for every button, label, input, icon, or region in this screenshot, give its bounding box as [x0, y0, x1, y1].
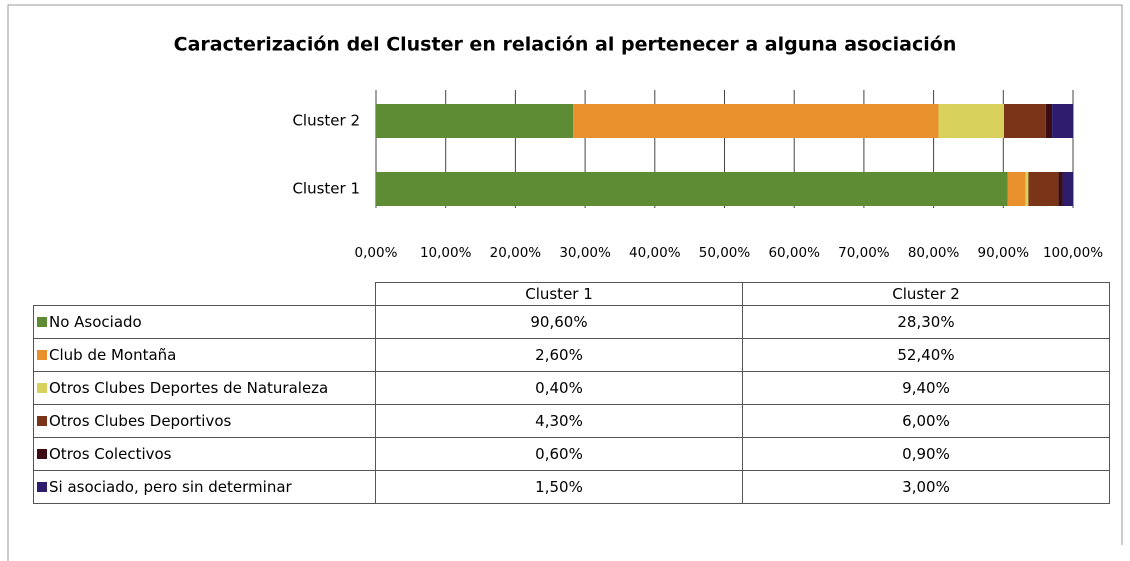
x-tick-label: 50,00% [699, 245, 751, 261]
chart-title: Caracterización del Cluster en relación … [174, 34, 957, 56]
x-tick-label: 80,00% [908, 245, 960, 261]
bar-segment [1062, 172, 1073, 206]
table-value: 6,00% [742, 404, 1110, 438]
table-value: 0,40% [375, 371, 743, 405]
bar-segment [376, 172, 1008, 206]
x-tick-label: 30,00% [559, 245, 611, 261]
bar-segment [1045, 104, 1053, 138]
x-tick-label: 70,00% [838, 245, 890, 261]
legend-label: Otros Colectivos [49, 445, 172, 463]
bar-segment [1028, 172, 1059, 206]
table-value: 0,90% [742, 437, 1110, 471]
bar-segment [1052, 104, 1073, 138]
legend-label: Si asociado, pero sin determinar [49, 478, 292, 496]
x-tick-label: 100,00% [1043, 245, 1103, 261]
table-value: 90,60% [375, 305, 743, 339]
table-header: Cluster 1 [375, 282, 743, 306]
legend-swatch [37, 383, 47, 393]
table-corner [33, 282, 376, 306]
bar-segment [573, 104, 939, 138]
legend-label: Club de Montaña [49, 346, 177, 364]
x-tick-label: 60,00% [768, 245, 820, 261]
table-row: No Asociado 90,60% 28,30% [33, 305, 1110, 339]
x-tick-label: 0,00% [355, 245, 398, 261]
table-header-row: Cluster 1 Cluster 2 [33, 282, 1110, 306]
legend-swatch [37, 416, 47, 426]
table-value: 1,50% [375, 470, 743, 504]
chart-frame [7, 4, 1123, 561]
bar-segment [1007, 172, 1026, 206]
table-row: Club de Montaña 2,60% 52,40% [33, 338, 1110, 372]
x-tick-label: 20,00% [490, 245, 542, 261]
table-value: 52,40% [742, 338, 1110, 372]
y-tick-label: Cluster 1 [292, 180, 360, 198]
table-value: 28,30% [742, 305, 1110, 339]
table-label-cell: Club de Montaña [33, 338, 376, 372]
table-header: Cluster 2 [742, 282, 1110, 306]
bar-segment [376, 104, 574, 138]
y-tick-label: Cluster 2 [292, 112, 360, 130]
table-label-cell: Otros Clubes Deportes de Naturaleza [33, 371, 376, 405]
table-row: Otros Clubes Deportivos 4,30% 6,00% [33, 404, 1110, 438]
bar-segment [1003, 104, 1046, 138]
table-row: Otros Clubes Deportes de Naturaleza 0,40%… [33, 371, 1110, 405]
table-label-cell: No Asociado [33, 305, 376, 339]
legend-swatch [37, 350, 47, 360]
table-label-cell: Si asociado, pero sin determinar [33, 470, 376, 504]
legend-swatch [37, 449, 47, 459]
legend-label: Otros Clubes Deportes de Naturaleza [49, 379, 329, 397]
table-value: 4,30% [375, 404, 743, 438]
table-row: Otros Colectivos 0,60% 0,90% [33, 437, 1110, 471]
legend-swatch [37, 317, 47, 327]
table-value: 2,60% [375, 338, 743, 372]
legend-label: No Asociado [49, 313, 142, 331]
data-table: Cluster 1 Cluster 2 No Asociado 90,60% 28,30… [33, 282, 1110, 504]
table-label-cell: Otros Clubes Deportivos [33, 404, 376, 438]
table-value: 0,60% [375, 437, 743, 471]
bar-segment [1025, 172, 1029, 206]
legend-swatch [37, 482, 47, 492]
table-label-cell: Otros Colectivos [33, 437, 376, 471]
legend-label: Otros Clubes Deportivos [49, 412, 232, 430]
x-tick-label: 90,00% [978, 245, 1030, 261]
table-value: 3,00% [742, 470, 1110, 504]
bar-segment [938, 104, 1004, 138]
table-row: Si asociado, pero sin determinar 1,50% 3,0… [33, 470, 1110, 504]
table-value: 9,40% [742, 371, 1110, 405]
x-tick-label: 10,00% [420, 245, 472, 261]
bar-segment [1058, 172, 1063, 206]
x-tick-label: 40,00% [629, 245, 681, 261]
